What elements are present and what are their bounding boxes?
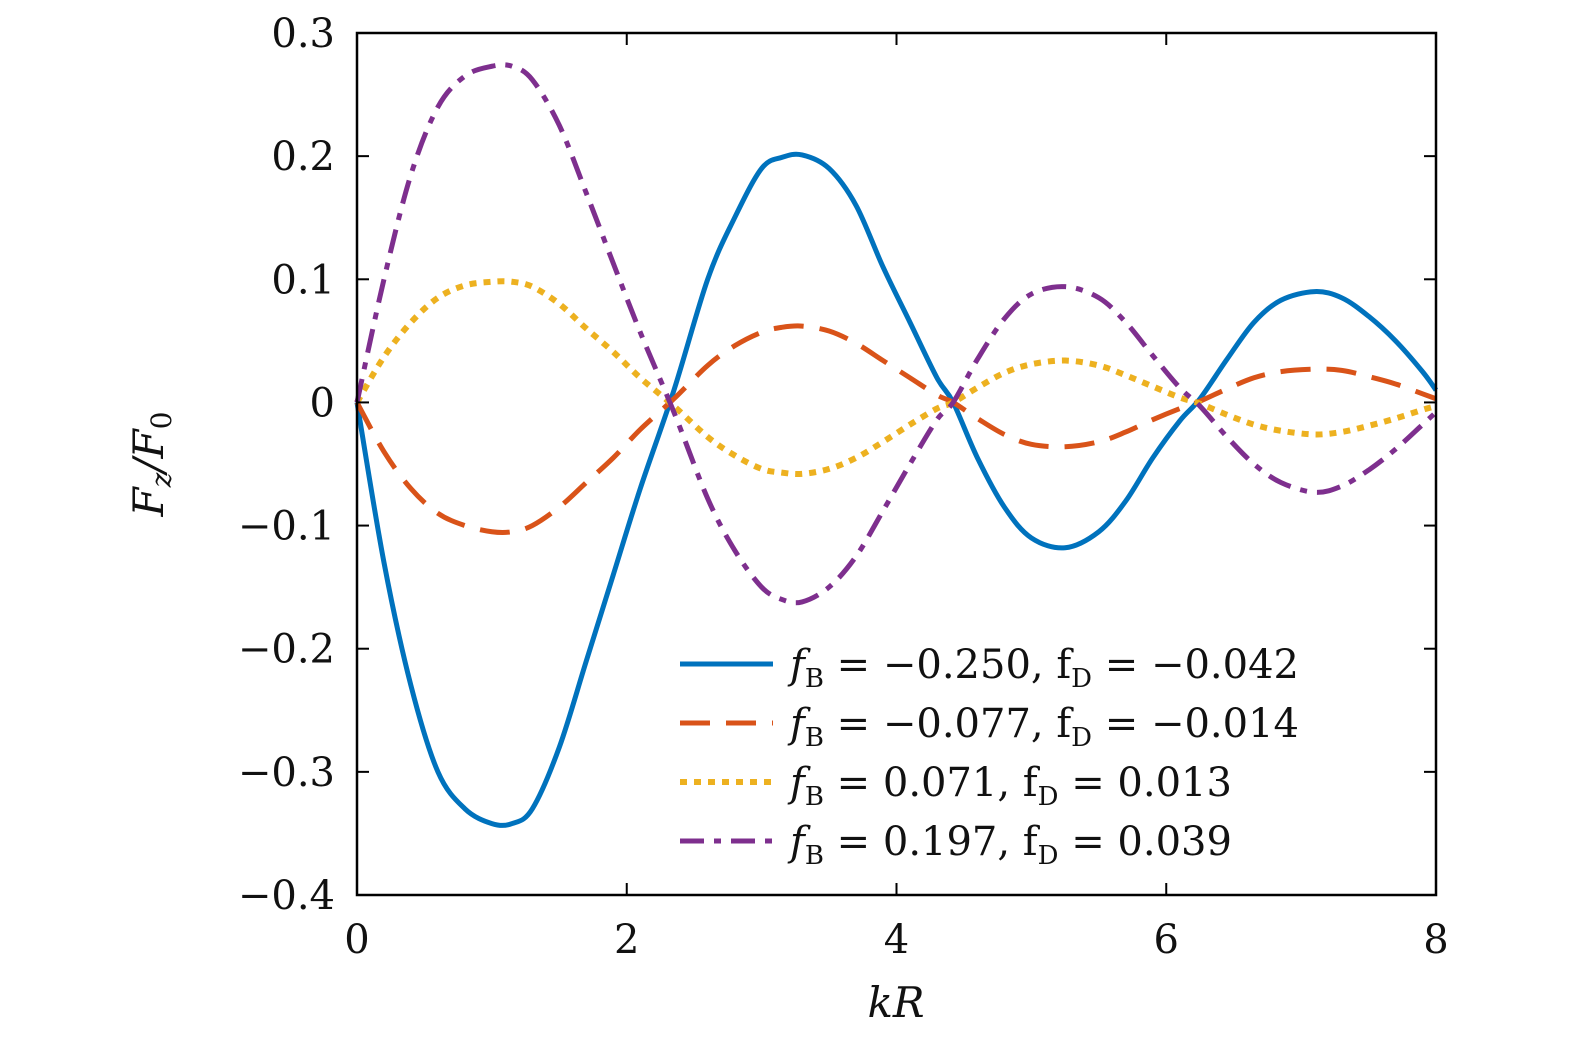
x-tick-label: 4 (884, 917, 909, 963)
y-axis-label-div: /F (124, 427, 173, 476)
y-tick-label: 0.1 (271, 257, 335, 303)
series-line-1 (354, 151, 1439, 828)
legend: fB = −0.250, fD = −0.042 fB = −0.077, fD … (680, 642, 1299, 871)
x-axis-label: kR (867, 978, 924, 1027)
legend-label-2: fB = −0.077, fD = −0.014 (787, 701, 1299, 753)
y-axis-label-sub: z (145, 472, 178, 488)
series-line-2 (354, 323, 1437, 535)
svg-text:Fz/F0: Fz/F0 (124, 411, 178, 517)
y-axis-label-main: F (124, 486, 173, 518)
series-line-3 (354, 278, 1437, 478)
x-tick-label: 0 (344, 917, 369, 963)
y-tick-label: −0.4 (238, 873, 335, 919)
y-axis-label: Fz/F0 (124, 411, 178, 517)
tick-layer: 0 2 4 6 8 −0.4 −0.3 −0.2 −0.1 0 0.1 0.2 0.3 (238, 11, 1449, 963)
x-tick-label: 6 (1154, 917, 1179, 963)
y-tick-label: 0.2 (271, 134, 335, 180)
legend-label-1: fB = −0.250, fD = −0.042 (787, 642, 1299, 694)
y-tick-label: −0.1 (238, 504, 335, 550)
x-tick-label: 2 (614, 917, 639, 963)
x-tick-label: 8 (1423, 917, 1448, 963)
series-line-4 (354, 62, 1438, 606)
series-layer (354, 62, 1439, 828)
y-tick-label: 0 (310, 380, 335, 426)
legend-label-3: fB = 0.071, fD = 0.013 (787, 760, 1232, 812)
legend-label-4: fB = 0.197, fD = 0.039 (787, 819, 1232, 871)
y-axis-label-sub2: 0 (145, 411, 178, 429)
y-tick-label: −0.3 (238, 750, 335, 796)
y-tick-label: 0.3 (271, 11, 335, 57)
y-tick-label: −0.2 (238, 627, 335, 673)
